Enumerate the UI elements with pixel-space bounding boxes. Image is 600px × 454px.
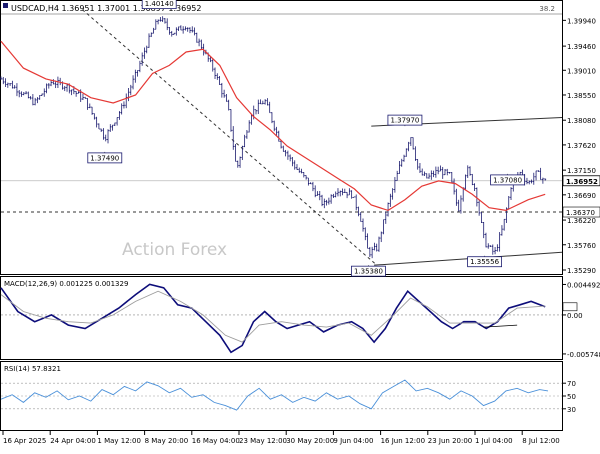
annotation-box bbox=[351, 265, 386, 277]
price-tick-label: 1.37150 bbox=[567, 167, 596, 175]
corner-fib-label: 38.2 bbox=[539, 5, 555, 13]
time-tick-label: 23 May 12:00 bbox=[239, 437, 287, 445]
time-tick-label: 1 May 12:00 bbox=[97, 437, 141, 445]
annotation-box bbox=[387, 114, 423, 126]
price-tick-label: 1.39460 bbox=[567, 43, 596, 51]
annotation-label: 1.37490 bbox=[90, 154, 119, 162]
price-tick-label: 1.37620 bbox=[567, 142, 596, 150]
price-tick-label: 1.35760 bbox=[567, 242, 596, 250]
macd-title: MACD(12,26,9) 0.001225 0.001329 bbox=[4, 280, 128, 288]
watermark: Action Forex bbox=[122, 240, 227, 260]
time-tick-label: 8 Jul 12:00 bbox=[522, 437, 560, 445]
time-tick-label: 9 Jun 04:00 bbox=[333, 437, 373, 445]
macd-axis: 0.004492 0.00 -0.005748 bbox=[562, 281, 600, 359]
price-tick-label: 1.39940 bbox=[567, 17, 596, 25]
price-tick-label: 1.36690 bbox=[567, 192, 596, 200]
macd-series bbox=[0, 283, 562, 354]
macd-line bbox=[0, 283, 546, 354]
macd-panel-frame bbox=[0, 276, 563, 360]
annotation-box bbox=[141, 0, 177, 10]
moving-average-line bbox=[0, 40, 546, 212]
rsi-header: RSI(14) 57.8321 bbox=[4, 365, 61, 373]
annotation-box bbox=[87, 152, 123, 164]
rsi-axis: 70 50 30 bbox=[562, 380, 576, 414]
annotation-label: 1.35556 bbox=[470, 258, 499, 266]
rsi-line bbox=[0, 379, 549, 411]
price-tick-label: 1.38550 bbox=[567, 92, 596, 100]
rsi-tick-label: 30 bbox=[567, 406, 576, 414]
trendline-falling-dashed bbox=[82, 9, 378, 266]
annotation-label: 1.35380 bbox=[354, 268, 383, 276]
price-axis: 1.39940 1.39460 1.39010 1.38550 1.38080 1.376… bbox=[562, 17, 600, 275]
macd-header: MACD(12,26,9) 0.001225 0.001329 bbox=[4, 280, 128, 288]
annotation-label: 1.37080 bbox=[493, 176, 522, 184]
annotation-label: 1.40140 bbox=[145, 0, 174, 8]
time-tick-label: 16 Jun 12:00 bbox=[381, 437, 425, 445]
price-tick-label: 1.38080 bbox=[567, 117, 596, 125]
time-tick-label: 30 May 20:00 bbox=[286, 437, 334, 445]
macd-tick-label: 0.004492 bbox=[567, 281, 600, 289]
time-tick-label: 24 Apr 04:00 bbox=[50, 437, 96, 445]
price-series bbox=[0, 16, 547, 259]
price-grid bbox=[1, 13, 562, 213]
time-tick-label: 23 Jun 20:00 bbox=[428, 437, 472, 445]
symbol-icon bbox=[3, 3, 8, 8]
price-header: USDCAD,H4 1.36951 1.37001 1.36897 1.3695… bbox=[3, 3, 555, 13]
time-tick-label: 1 Jul 04:00 bbox=[475, 437, 513, 445]
rsi-tick-label: 70 bbox=[567, 380, 576, 388]
rsi-title: RSI(14) 57.8321 bbox=[4, 365, 61, 373]
annotation-label: 1.37970 bbox=[390, 117, 419, 125]
rsi-series bbox=[0, 379, 562, 411]
macd-divergence-line bbox=[483, 324, 518, 328]
time-tick-label: 8 May 20:00 bbox=[145, 437, 189, 445]
price-tick-label: 1.36220 bbox=[567, 217, 596, 225]
macd-tick-label: 0.00 bbox=[567, 312, 583, 320]
annotation-box bbox=[490, 174, 525, 186]
time-tick-label: 16 Apr 2025 bbox=[3, 437, 46, 445]
macd-tick-label: -0.005748 bbox=[567, 351, 600, 359]
macd-current-box bbox=[562, 302, 578, 312]
price-tick-label: 1.35290 bbox=[567, 267, 596, 275]
level-price-box bbox=[562, 206, 600, 218]
symbol-line: USDCAD,H4 1.36951 1.37001 1.36897 1.3695… bbox=[11, 4, 201, 13]
level-price-label: 1.36370 bbox=[566, 209, 595, 217]
price-tick-label: 1.39010 bbox=[567, 67, 596, 75]
current-price-label: 1.36952 bbox=[566, 178, 598, 186]
macd-signal-line bbox=[0, 290, 546, 343]
time-tick-label: 16 May 04:00 bbox=[192, 437, 240, 445]
price-panel-frame bbox=[0, 0, 563, 275]
annotation-box bbox=[467, 256, 502, 268]
price-annotations: 1.40140 1.37490 1.37970 1.35380 1.35556 1.370… bbox=[87, 0, 525, 277]
current-price-box bbox=[562, 175, 600, 187]
rsi-tick-label: 50 bbox=[567, 393, 576, 401]
time-axis: 16 Apr 2025 24 Apr 04:00 1 May 12:00 8 May … bbox=[2, 431, 560, 445]
